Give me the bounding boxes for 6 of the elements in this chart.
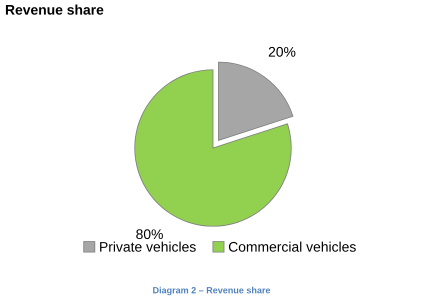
- data-label: 20%: [268, 46, 296, 57]
- legend-label: Private vehicles: [100, 242, 196, 252]
- legend-label: Commercial vehicles: [228, 242, 356, 252]
- data-label: 80%: [136, 229, 163, 240]
- chart-title: Revenue share: [6, 4, 104, 15]
- text: Diagram 2 – Revenue share: [153, 286, 270, 296]
